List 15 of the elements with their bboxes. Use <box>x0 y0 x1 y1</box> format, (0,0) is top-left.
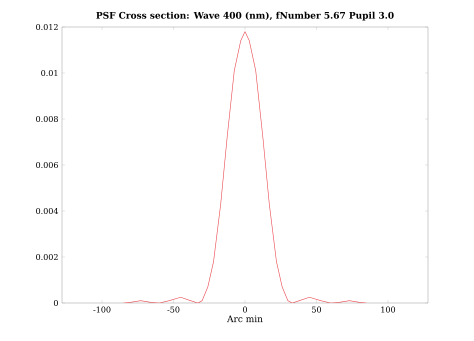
line-series <box>123 31 367 303</box>
y-tick-label: 0.012 <box>36 24 58 30</box>
y-tick-label: 0.01 <box>41 70 58 76</box>
y-tick-label: 0.008 <box>36 116 58 122</box>
x-tick-label: 100 <box>381 306 396 313</box>
x-tick-label: 50 <box>312 306 322 313</box>
x-tick-label: 0 <box>242 306 248 313</box>
y-tick-label: 0.004 <box>36 208 58 214</box>
y-tick-label: 0.002 <box>36 254 58 260</box>
y-tick-label: 0.006 <box>36 162 58 168</box>
y-tick-label: 0 <box>54 300 58 306</box>
x-axis-title: Arc min <box>227 315 263 322</box>
chart-title: PSF Cross section: Wave 400 (nm), fNumber 5.67 Pupil 3.0 <box>96 12 394 20</box>
x-tick-label: -100 <box>93 306 110 313</box>
x-tick-label: -50 <box>167 306 180 313</box>
